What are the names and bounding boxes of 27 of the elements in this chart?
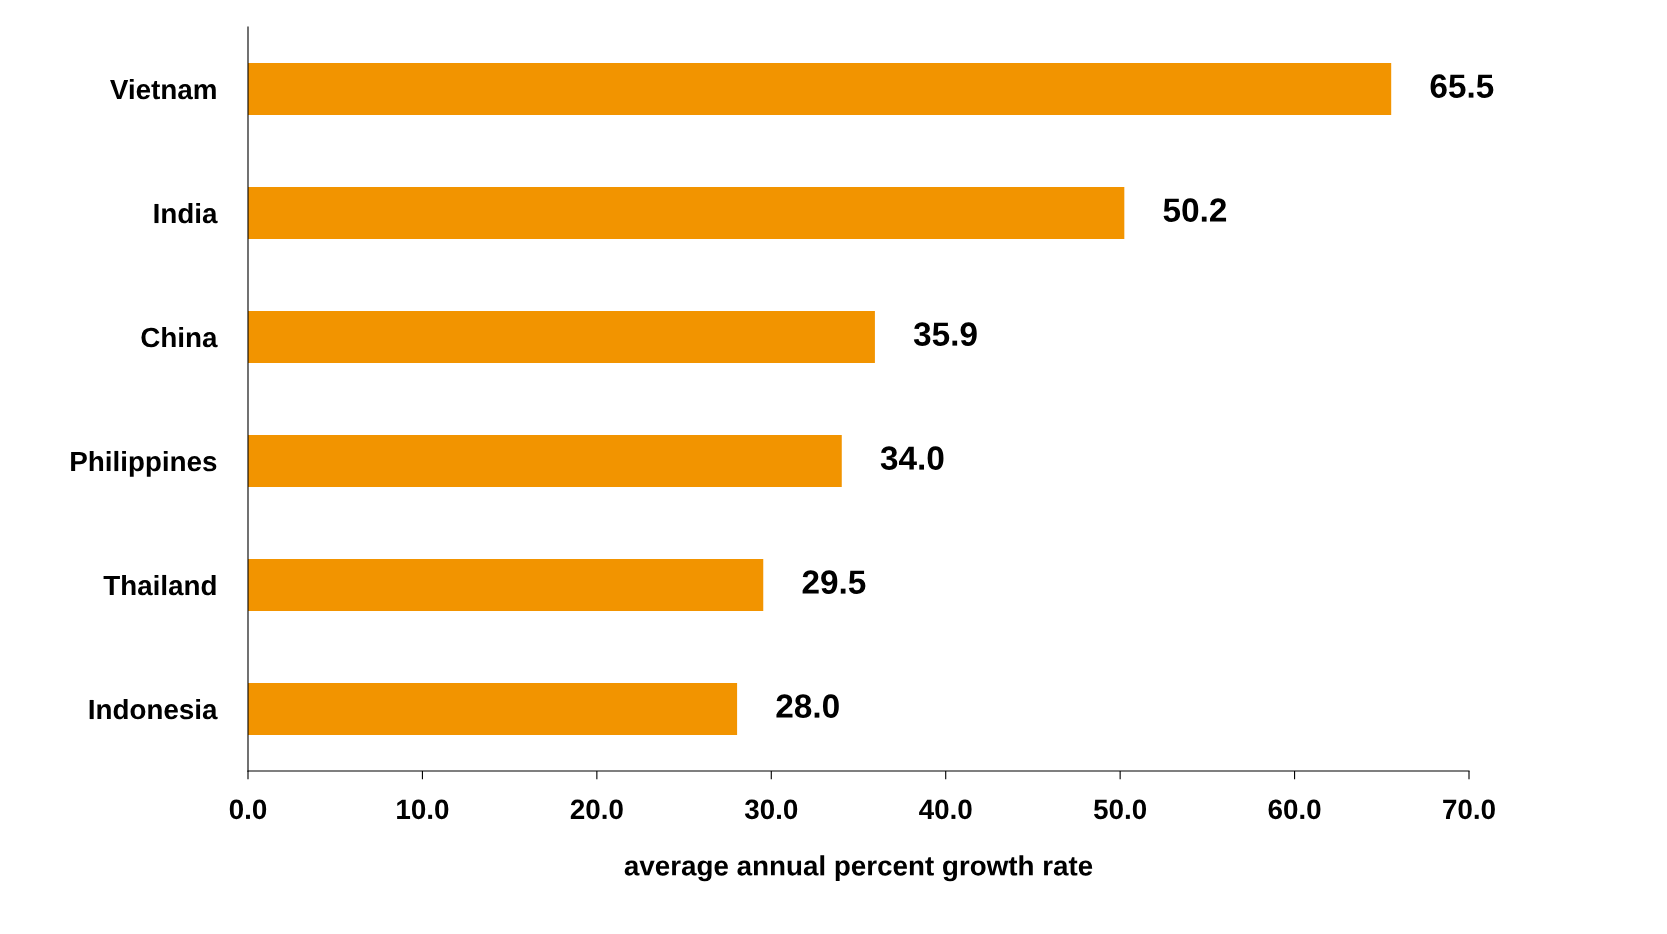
data-label: 35.9 (913, 322, 977, 346)
data-label: 65.5 (1430, 74, 1494, 98)
y-tick-label: Vietnam (110, 78, 216, 100)
bar (248, 310, 875, 364)
y-tick-label: Philippines (71, 450, 217, 477)
y-tick-label: China (141, 326, 218, 348)
data-label: 34.0 (880, 446, 944, 470)
data-label: 28.0 (776, 694, 839, 718)
bar (248, 682, 738, 736)
x-tick-label: 20.0 (570, 799, 623, 820)
data-label: 29.5 (802, 570, 866, 594)
bar (248, 558, 764, 612)
bar (248, 434, 842, 488)
x-tick-label: 40.0 (919, 799, 972, 820)
x-tick-label: 70.0 (1443, 799, 1495, 820)
bar (248, 186, 1125, 240)
y-tick-label: Thailand (103, 574, 216, 596)
x-tick-label: 10.0 (397, 799, 449, 820)
x-tick-label: 30.0 (744, 799, 798, 820)
x-axis-title: average annual percent growth rate (624, 855, 1093, 882)
x-tick-label: 0.0 (229, 799, 267, 820)
data-label: 50.2 (1163, 198, 1227, 222)
bar (248, 62, 1392, 116)
x-tick-label: 50.0 (1093, 799, 1147, 820)
x-tick-label: 60.0 (1268, 799, 1321, 820)
y-tick-label: India (154, 202, 218, 224)
y-tick-label: Indonesia (89, 698, 218, 720)
